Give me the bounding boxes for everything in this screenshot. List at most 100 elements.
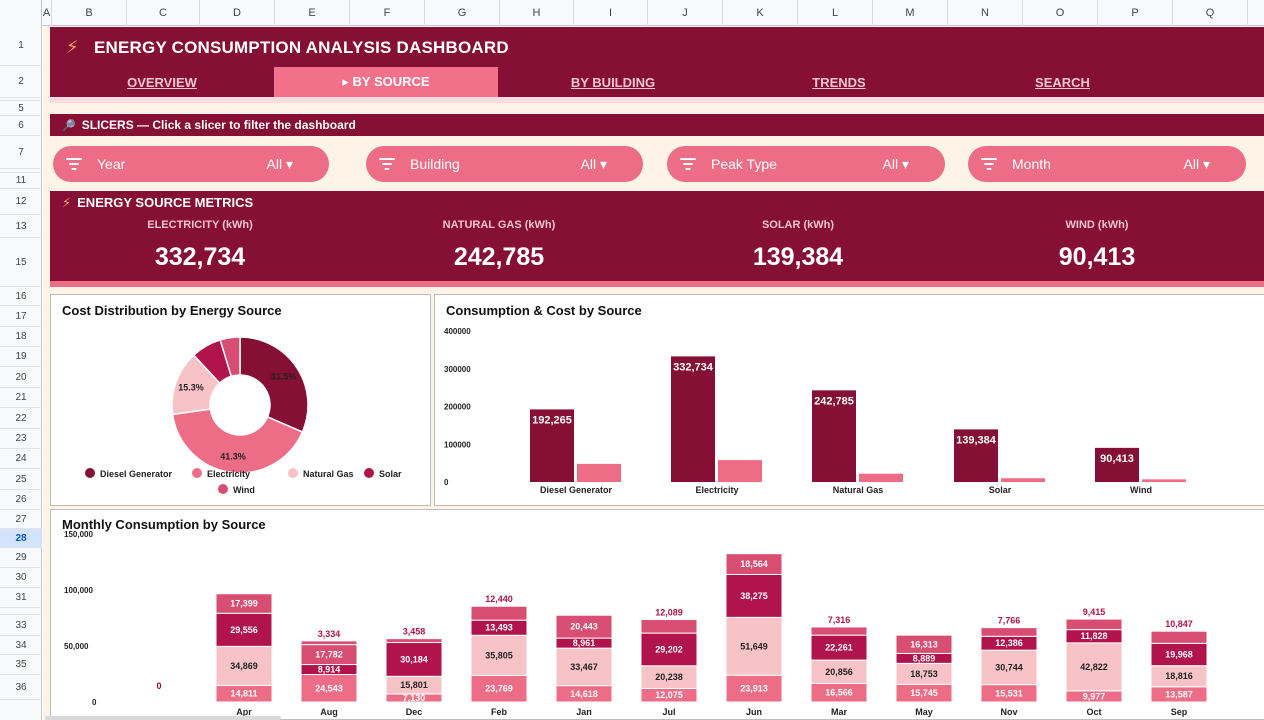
row-header-19[interactable]: 19	[0, 347, 42, 367]
x-tick-label: Mar	[831, 707, 848, 717]
metric-value: 139,384	[752, 243, 844, 271]
y-tick-label: 0	[444, 478, 449, 487]
magnifier-icon: 🔎	[62, 119, 76, 132]
slicer-peak-type-value[interactable]: All ▾	[882, 155, 909, 172]
row-header-1[interactable]: 1	[0, 26, 42, 66]
row-header-24[interactable]: 24	[0, 449, 42, 469]
row-header-26[interactable]: 26	[0, 490, 42, 510]
column-header-b[interactable]: B	[52, 0, 127, 26]
nav-tab-by-source[interactable]: ▸ BY SOURCE	[274, 67, 498, 97]
slicer-month[interactable]: Month All ▾	[968, 146, 1246, 182]
row-header-25[interactable]: 25	[0, 469, 42, 490]
nav-tab-trends[interactable]: TRENDS	[812, 74, 866, 90]
column-header-e[interactable]: E	[275, 0, 350, 26]
segment-data-label: 9,415	[1083, 607, 1106, 617]
y-tick-label: 200000	[444, 403, 471, 412]
nav-tab-by-building[interactable]: BY BUILDING	[570, 74, 656, 90]
row-header-30[interactable]: 30	[0, 568, 42, 588]
row-header-3[interactable]	[0, 98, 42, 101]
segment-data-label: 20,238	[655, 672, 683, 682]
column-header-a[interactable]: A	[42, 0, 52, 26]
select-all-corner[interactable]	[0, 0, 42, 26]
segment-data-label: 9,977	[1083, 691, 1106, 701]
column-header-g[interactable]: G	[425, 0, 500, 26]
row-header-6[interactable]: 6	[0, 116, 42, 136]
x-tick-label: Aug	[320, 707, 338, 717]
column-header-k[interactable]: K	[723, 0, 798, 26]
legend-entry: Wind	[233, 485, 255, 495]
filter-icon	[981, 158, 997, 170]
segment-data-label: 15,531	[995, 688, 1023, 698]
column-header-p[interactable]: P	[1098, 0, 1173, 26]
stack-segment	[470, 674, 528, 703]
row-header-31[interactable]: 31	[0, 588, 42, 608]
column-header-f[interactable]: F	[350, 0, 425, 26]
row-header-36[interactable]: 36	[0, 675, 42, 700]
row-header-32[interactable]	[0, 608, 42, 615]
column-header-j[interactable]: J	[648, 0, 723, 26]
row-header-12[interactable]: 12	[0, 189, 42, 215]
segment-data-label: 8,914	[318, 665, 341, 675]
bar-data-label: 332,734	[673, 361, 714, 373]
row-header-5[interactable]: 5	[0, 101, 42, 116]
row-header-2[interactable]: 2	[0, 66, 42, 98]
filter-icon	[66, 158, 82, 170]
slicer-year[interactable]: Year All ▾	[53, 146, 329, 182]
segment-data-label: 16,313	[910, 639, 938, 649]
column-header-o[interactable]: O	[1023, 0, 1098, 26]
column-header-h[interactable]: H	[500, 0, 574, 26]
nav-tab-overview[interactable]: OVERVIEW	[127, 74, 197, 90]
column-header-d[interactable]: D	[200, 0, 275, 26]
row-header-16[interactable]: 16	[0, 287, 42, 306]
row-header-18[interactable]: 18	[0, 327, 42, 347]
column-header-m[interactable]: M	[873, 0, 948, 26]
row-header-17[interactable]: 17	[0, 306, 42, 327]
bar-data-label: 90,413	[1100, 453, 1134, 465]
legend-swatch	[218, 484, 228, 494]
segment-data-label: 3,458	[403, 627, 426, 637]
column-header-q[interactable]: Q	[1173, 0, 1248, 26]
row-header-35[interactable]: 35	[0, 655, 42, 675]
slicer-building[interactable]: Building All ▾	[366, 146, 643, 182]
monthly-consumption-panel[interactable]: Monthly Consumption by Source 0 50,000 100…	[50, 509, 1264, 720]
column-header-c[interactable]: C	[127, 0, 200, 26]
slicer-peak-type-label: Peak Type	[711, 156, 777, 172]
segment-data-label: 51,649	[740, 641, 768, 651]
stack-segment	[385, 638, 443, 644]
slicer-peak-type[interactable]: Peak Type All ▾	[667, 146, 945, 182]
column-header-l[interactable]: L	[798, 0, 873, 26]
row-header-22[interactable]: 22	[0, 408, 42, 429]
bar-cost	[1142, 479, 1186, 482]
row-header-27[interactable]: 27	[0, 510, 42, 529]
column-header-n[interactable]: N	[948, 0, 1023, 26]
segment-data-label: 8,961	[573, 638, 596, 648]
metric-label: NATURAL GAS (kWh)	[442, 219, 556, 231]
row-header-21[interactable]: 21	[0, 388, 42, 408]
row-header-23[interactable]: 23	[0, 429, 42, 449]
row-header-13[interactable]: 13	[0, 215, 42, 238]
segment-data-label: 11,828	[1080, 631, 1107, 641]
row-header-15[interactable]: 15	[0, 238, 42, 287]
column-header-i[interactable]: I	[574, 0, 648, 26]
consumption-cost-panel[interactable]: Consumption & Cost by Source 0 100000 2000…	[434, 294, 1264, 506]
bar-data-label: 139,384	[956, 434, 997, 446]
nav-tab-search[interactable]: SEARCH	[1035, 74, 1090, 90]
metric-label: ELECTRICITY (kWh)	[147, 219, 253, 231]
row-header-11[interactable]: 11	[0, 173, 42, 189]
row-header-8[interactable]	[0, 169, 42, 173]
row-header-34[interactable]: 34	[0, 636, 42, 655]
slicer-building-value[interactable]: All ▾	[580, 155, 607, 172]
cost-distribution-panel[interactable]: Cost Distribution by Energy Source 31.5%…	[50, 294, 431, 506]
slicer-month-value[interactable]: All ▾	[1183, 155, 1210, 172]
row-header-28[interactable]: 28	[0, 529, 42, 548]
row-header-29[interactable]: 29	[0, 548, 42, 568]
row-header-7[interactable]: 7	[0, 136, 42, 169]
monthly-consumption-chart: 0 50,000 100,000 150,000 0 14,811 34,869 29,556…	[64, 530, 1208, 717]
slicer-year-value[interactable]: All ▾	[266, 155, 293, 172]
bar-consumption	[812, 390, 856, 482]
filter-icon	[379, 158, 395, 170]
row-header-20[interactable]: 20	[0, 367, 42, 388]
legend-swatch	[288, 468, 298, 478]
row-header-33[interactable]: 33	[0, 615, 42, 636]
horizontal-scrollbar[interactable]	[45, 716, 281, 720]
